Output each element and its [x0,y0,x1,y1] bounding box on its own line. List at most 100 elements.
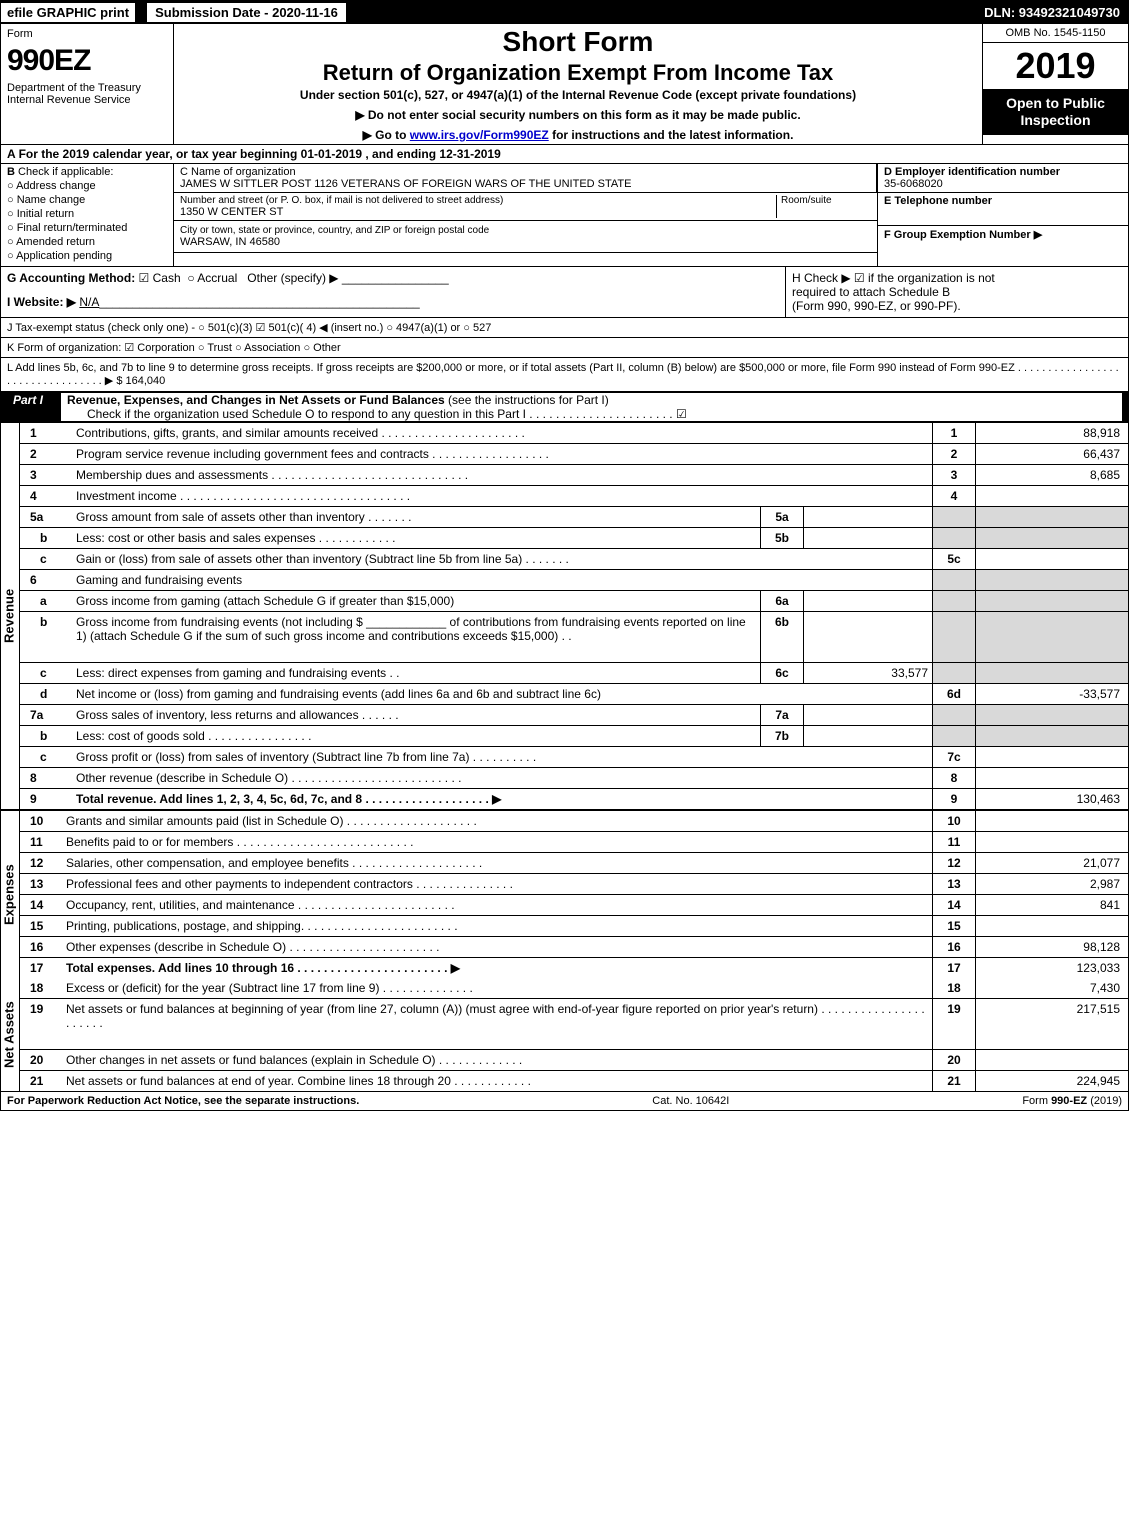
line-box-value [976,811,1129,832]
line-number: 3 [20,465,73,486]
sub-line-label: 6c [761,663,804,684]
l-text: L Add lines 5b, 6c, and 7b to line 9 to … [7,362,1119,387]
line-box-value [976,832,1129,853]
line-box-value [976,486,1129,507]
sub-line-label: 5a [761,507,804,528]
line-description: Professional fees and other payments to … [62,874,933,895]
line-box-number [933,591,976,612]
cb-application-pending[interactable]: Application pending [7,250,167,262]
line-row: 6Gaming and fundraising events [1,570,1128,591]
line-box-value: 130,463 [976,789,1129,810]
tax-year: 2019 [983,43,1128,89]
sub-line-value: 33,577 [804,663,933,684]
line-number: 10 [20,811,63,832]
line-number: c [20,549,73,570]
line-description: Gain or (loss) from sale of assets other… [72,549,933,570]
line-box-number: 18 [933,978,976,999]
part-i-label: Part I [7,393,49,421]
line-description: Gross income from gaming (attach Schedul… [72,591,761,612]
cb-amended-return[interactable]: Amended return [7,236,167,248]
line-box-value [976,507,1129,528]
line-number: 17 [20,958,63,979]
row-f-group-exemption: F Group Exemption Number ▶ [878,226,1128,243]
part-i-title-suffix: (see the instructions for Part I) [445,393,609,407]
line-row: cLess: direct expenses from gaming and f… [1,663,1128,684]
g-other[interactable]: Other (specify) ▶ [247,271,338,285]
line-box-value: 841 [976,895,1129,916]
line-row: Expenses10Grants and similar amounts pai… [1,811,1128,832]
line-description: Other revenue (describe in Schedule O) .… [72,768,933,789]
cb-initial-return[interactable]: Initial return [7,208,167,220]
line-box-number: 14 [933,895,976,916]
line-row: 4Investment income . . . . . . . . . . .… [1,486,1128,507]
cb-final-return[interactable]: Final return/terminated [7,222,167,234]
line-box-number [933,528,976,549]
g-cash-checkbox[interactable]: Cash [139,271,181,285]
line-row: 8Other revenue (describe in Schedule O) … [1,768,1128,789]
row-d-ein: D Employer identification number 35-6068… [878,164,1128,193]
efile-print-button[interactable]: efile GRAPHIC print [1,3,135,22]
org-street: 1350 W CENTER ST [180,206,776,218]
h-line2: required to attach Schedule B [792,285,1122,299]
form-footer-label: Form 990-EZ (2019) [1022,1095,1122,1107]
line-number: 12 [20,853,63,874]
line-number: 14 [20,895,63,916]
line-box-value: 7,430 [976,978,1129,999]
line-i-website: I Website: ▶ N/A________________________… [7,295,779,309]
irs-instructions-link[interactable]: www.irs.gov/Form990EZ [410,128,549,142]
form-title: Return of Organization Exempt From Incom… [180,60,976,86]
line-row: 2Program service revenue including gover… [1,444,1128,465]
line-description: Gross sales of inventory, less returns a… [72,705,761,726]
column-b-checkboxes: B Check if applicable: Address change Na… [1,164,174,266]
line-description: Benefits paid to or for members . . . . … [62,832,933,853]
line-box-number: 21 [933,1071,976,1092]
column-h: H Check ▶ ☑ if the organization is not r… [785,267,1128,317]
line-number: 13 [20,874,63,895]
org-name: JAMES W SITTLER POST 1126 VETERANS OF FO… [180,178,870,190]
line-a-text: For the 2019 calendar year, or tax year … [19,147,501,161]
form-header: Form 990EZ Department of the Treasury In… [1,24,1128,145]
line-l-gross-receipts: L Add lines 5b, 6c, and 7b to line 9 to … [1,358,1128,391]
form-subtitle: Under section 501(c), 527, or 4947(a)(1)… [180,88,976,102]
cb-name-change[interactable]: Name change [7,194,167,206]
c-room-label: Room/suite [781,195,871,206]
line-description: Printing, publications, postage, and shi… [62,916,933,937]
schedule-o-checkbox-note: Check if the organization used Schedule … [67,407,687,421]
line-box-value [976,549,1129,570]
cb-address-change[interactable]: Address change [7,180,167,192]
line-box-number: 8 [933,768,976,789]
line-number: 21 [20,1071,63,1092]
org-city: WARSAW, IN 46580 [180,236,871,248]
c-name-label: C Name of organization [180,166,870,178]
line-box-number: 3 [933,465,976,486]
line-box-number [933,663,976,684]
f-label: F Group Exemption Number ▶ [884,229,1042,241]
line-description: Investment income . . . . . . . . . . . … [72,486,933,507]
line-box-value: 21,077 [976,853,1129,874]
line-description: Other expenses (describe in Schedule O) … [62,937,933,958]
line-number: 4 [20,486,73,507]
h-line1: H Check ▶ ☑ if the organization is not [792,271,1122,285]
column-def: D Employer identification number 35-6068… [877,164,1128,266]
ssn-warning: ▶ Do not enter social security numbers o… [180,108,976,122]
line-row: 7aGross sales of inventory, less returns… [1,705,1128,726]
website-value: N/A [79,295,99,309]
line-box-value: 217,515 [976,999,1129,1050]
h-line3: (Form 990, 990-EZ, or 990-PF). [792,299,1122,313]
line-row: 3Membership dues and assessments . . . .… [1,465,1128,486]
line-row: 14Occupancy, rent, utilities, and mainte… [1,895,1128,916]
line-number: b [20,612,73,663]
part-i-title: Revenue, Expenses, and Changes in Net As… [67,393,445,407]
line-row: dNet income or (loss) from gaming and fu… [1,684,1128,705]
line-box-value: 8,685 [976,465,1129,486]
line-j-tax-exempt: J Tax-exempt status (check only one) - ○… [1,318,1128,338]
line-row: 12Salaries, other compensation, and empl… [1,853,1128,874]
line-number: a [20,591,73,612]
line-row: aGross income from gaming (attach Schedu… [1,591,1128,612]
line-description: Program service revenue including govern… [72,444,933,465]
ein-value: 35-6068020 [884,178,943,190]
g-accrual[interactable]: Accrual [197,271,237,285]
line-description: Other changes in net assets or fund bala… [62,1050,933,1071]
instructions-link-line: ▶ Go to www.irs.gov/Form990EZ for instru… [180,128,976,142]
line-g-accounting: G Accounting Method: Cash ○ Accrual Othe… [7,271,779,285]
